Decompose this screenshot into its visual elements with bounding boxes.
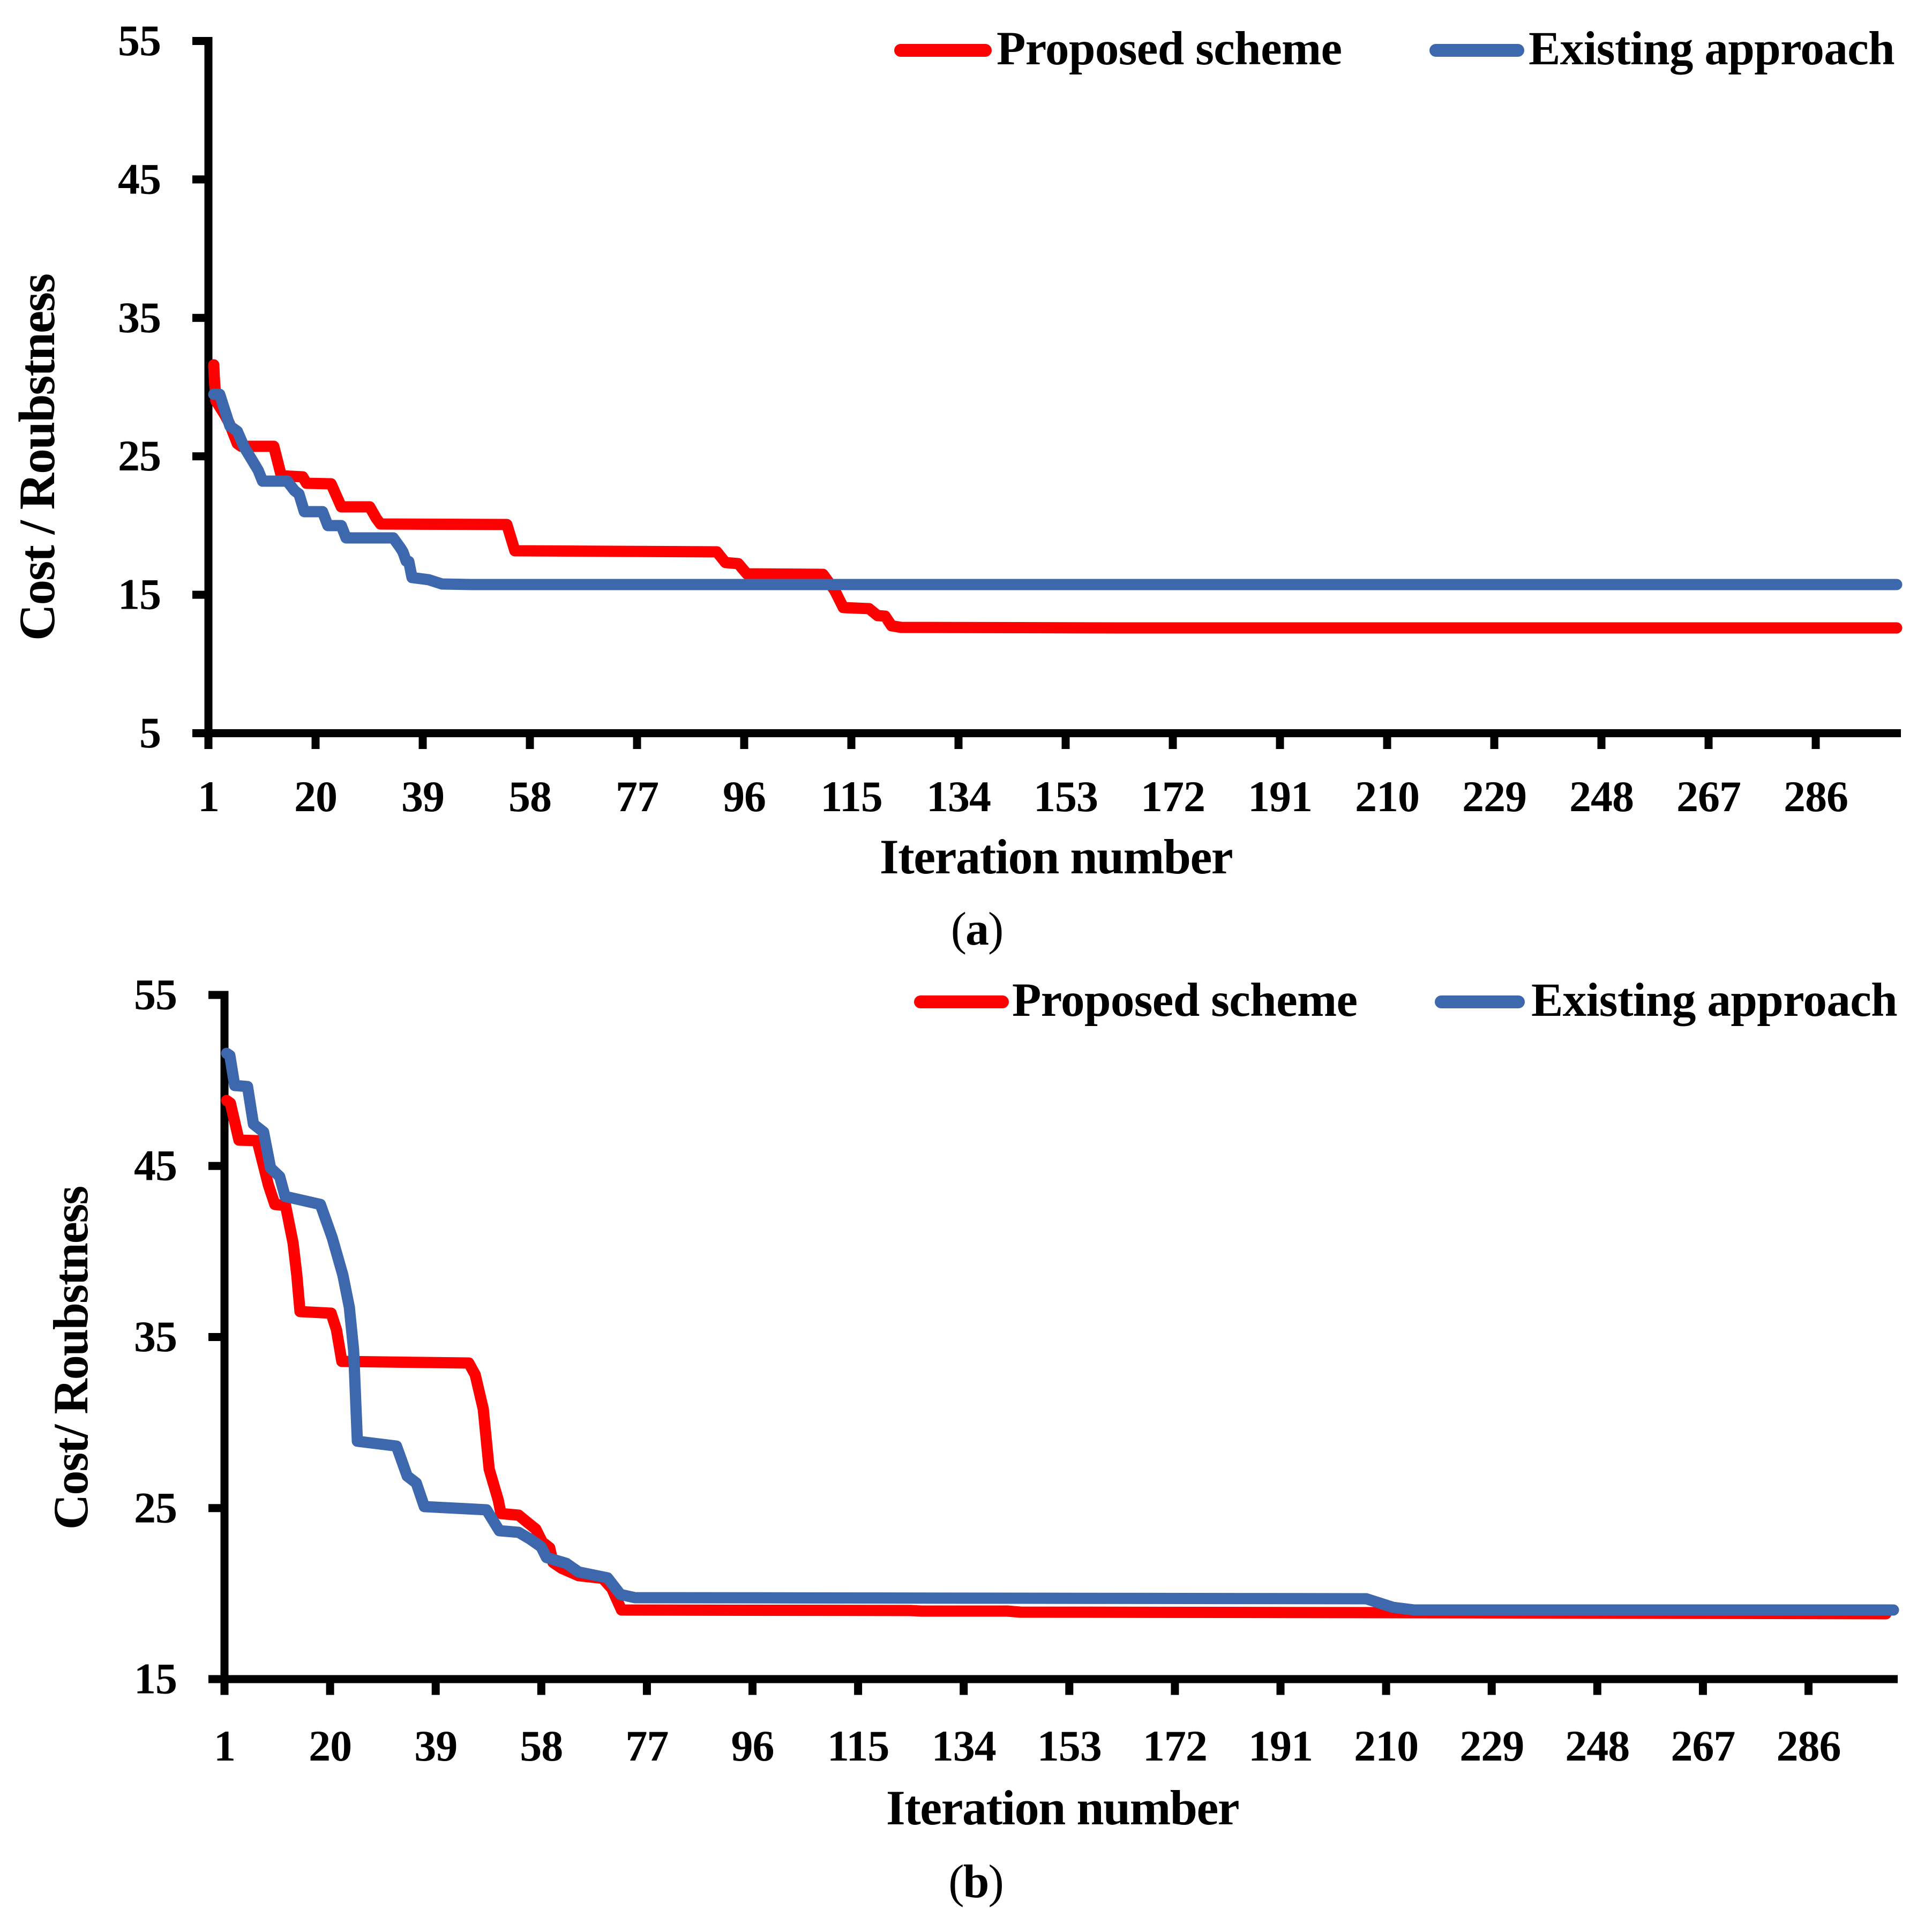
svg-text:115: 115 — [827, 1721, 889, 1770]
svg-text:172: 172 — [1141, 772, 1205, 821]
svg-text:210: 210 — [1355, 772, 1419, 821]
svg-text:35: 35 — [118, 293, 161, 342]
svg-text:20: 20 — [294, 772, 337, 821]
svg-text:77: 77 — [616, 772, 658, 821]
svg-text:96: 96 — [723, 772, 766, 821]
svg-text:191: 191 — [1248, 772, 1312, 821]
svg-text:153: 153 — [1037, 1721, 1102, 1770]
svg-text:45: 45 — [118, 154, 161, 203]
svg-text:58: 58 — [520, 1721, 563, 1770]
svg-text:286: 286 — [1777, 1721, 1841, 1770]
svg-text:134: 134 — [932, 1721, 996, 1770]
svg-text:5: 5 — [139, 708, 161, 757]
svg-text:286: 286 — [1784, 772, 1848, 821]
svg-text:Existing approach: Existing approach — [1529, 23, 1894, 75]
svg-text:20: 20 — [309, 1721, 351, 1770]
svg-text:229: 229 — [1462, 772, 1526, 821]
svg-text:(a): (a) — [951, 903, 1003, 955]
svg-text:Cost / Roubstness: Cost / Roubstness — [9, 274, 65, 641]
svg-text:229: 229 — [1459, 1721, 1524, 1770]
svg-text:39: 39 — [401, 772, 444, 821]
svg-text:248: 248 — [1565, 1721, 1629, 1770]
svg-text:172: 172 — [1143, 1721, 1207, 1770]
svg-text:Existing approach: Existing approach — [1531, 974, 1897, 1027]
svg-text:55: 55 — [118, 16, 161, 65]
svg-text:15: 15 — [118, 570, 161, 619]
svg-text:45: 45 — [134, 1141, 177, 1190]
svg-text:153: 153 — [1034, 772, 1098, 821]
svg-text:115: 115 — [820, 772, 882, 821]
svg-text:267: 267 — [1676, 772, 1741, 821]
svg-text:39: 39 — [414, 1721, 457, 1770]
svg-text:191: 191 — [1248, 1721, 1313, 1770]
svg-text:248: 248 — [1569, 772, 1634, 821]
svg-text:96: 96 — [731, 1721, 774, 1770]
svg-text:1: 1 — [198, 772, 219, 821]
svg-text:Proposed scheme: Proposed scheme — [1012, 974, 1357, 1027]
svg-text:Proposed scheme: Proposed scheme — [997, 23, 1342, 75]
svg-text:58: 58 — [508, 772, 551, 821]
svg-text:1: 1 — [214, 1721, 235, 1770]
svg-text:210: 210 — [1354, 1721, 1418, 1770]
svg-text:25: 25 — [118, 431, 161, 480]
svg-text:Iteration number: Iteration number — [886, 1780, 1239, 1835]
svg-text:Cost/ Roubstness: Cost/ Roubstness — [43, 1187, 98, 1530]
svg-text:267: 267 — [1671, 1721, 1735, 1770]
svg-text:134: 134 — [926, 772, 991, 821]
svg-text:15: 15 — [134, 1654, 177, 1703]
svg-text:(b): (b) — [948, 1856, 1003, 1908]
svg-text:Iteration number: Iteration number — [880, 829, 1232, 884]
svg-text:35: 35 — [134, 1312, 177, 1361]
svg-text:55: 55 — [134, 970, 177, 1019]
svg-text:25: 25 — [134, 1483, 177, 1532]
svg-text:77: 77 — [625, 1721, 668, 1770]
